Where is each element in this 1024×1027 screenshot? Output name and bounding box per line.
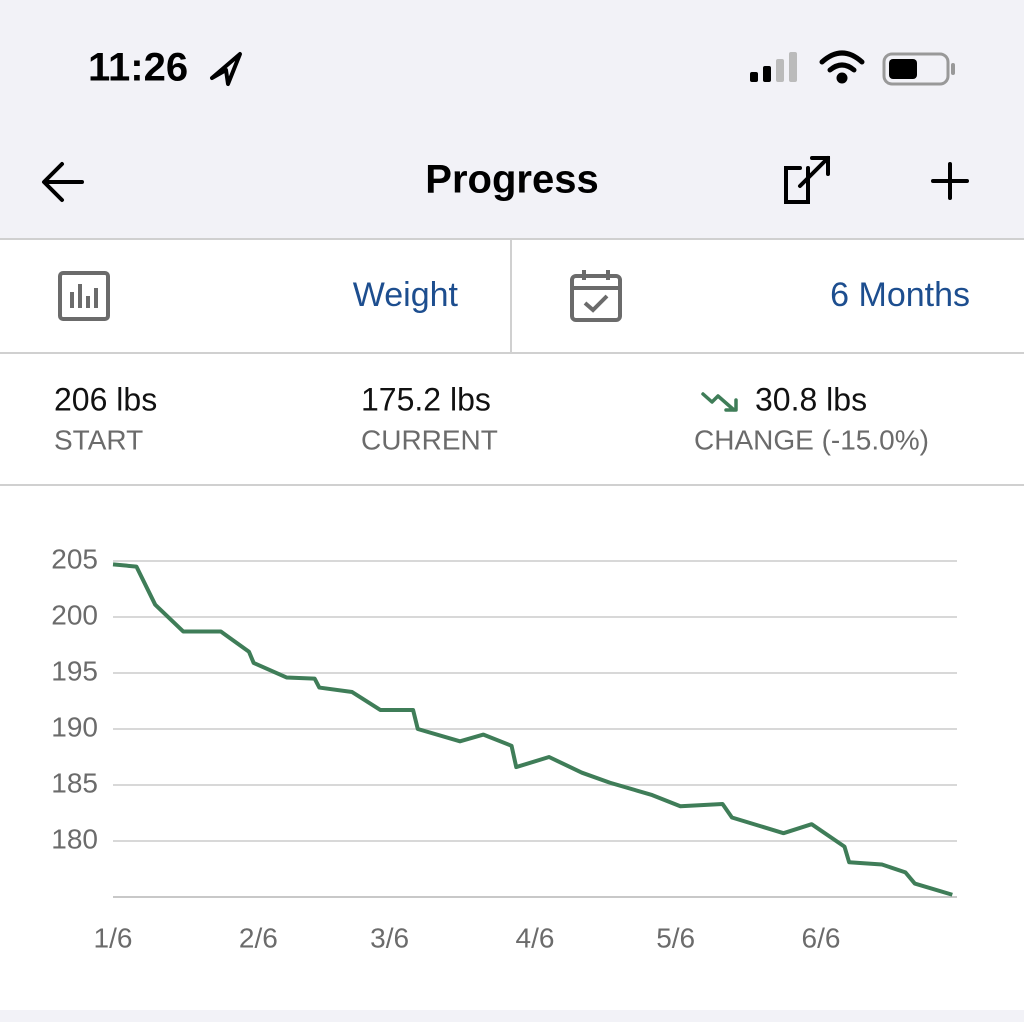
- y-tick-label: 200: [51, 599, 98, 630]
- share-button[interactable]: [784, 156, 830, 204]
- location-icon: [210, 52, 242, 86]
- y-tick-label: 190: [51, 711, 98, 742]
- x-tick-label: 1/6: [94, 922, 133, 953]
- trend-icon: [701, 392, 738, 412]
- stat-label: START: [54, 424, 143, 455]
- calendar-icon: [570, 270, 622, 322]
- chart-icon: [58, 271, 110, 321]
- metric-selector[interactable]: Weight: [353, 276, 459, 314]
- stat-label: CURRENT: [361, 424, 498, 455]
- battery-icon: [882, 52, 955, 86]
- wifi-icon: [819, 50, 865, 84]
- back-button[interactable]: [42, 162, 84, 202]
- stat-value: 206 lbs: [54, 381, 157, 417]
- x-tick-label: 2/6: [239, 922, 278, 953]
- nav-title: Progress: [425, 158, 598, 202]
- add-button[interactable]: [931, 162, 969, 200]
- stat-value: 175.2 lbs: [361, 381, 491, 417]
- signal-icon: [750, 52, 797, 82]
- x-tick-label: 6/6: [802, 922, 841, 953]
- status-time: 11:26: [88, 46, 188, 90]
- x-tick-label: 5/6: [656, 922, 695, 953]
- x-tick-label: 3/6: [370, 922, 409, 953]
- x-tick-label: 4/6: [516, 922, 555, 953]
- y-tick-label: 180: [51, 823, 98, 854]
- header-bg: [0, 0, 1024, 238]
- y-tick-label: 185: [51, 767, 98, 798]
- stat-value: 30.8 lbs: [755, 381, 867, 417]
- range-selector[interactable]: 6 Months: [830, 276, 970, 314]
- y-tick-label: 195: [51, 655, 98, 686]
- stat-label: CHANGE (-15.0%): [694, 424, 929, 455]
- footer-bg: [0, 1010, 1024, 1022]
- y-tick-label: 205: [51, 543, 98, 574]
- data-line: [112, 562, 953, 897]
